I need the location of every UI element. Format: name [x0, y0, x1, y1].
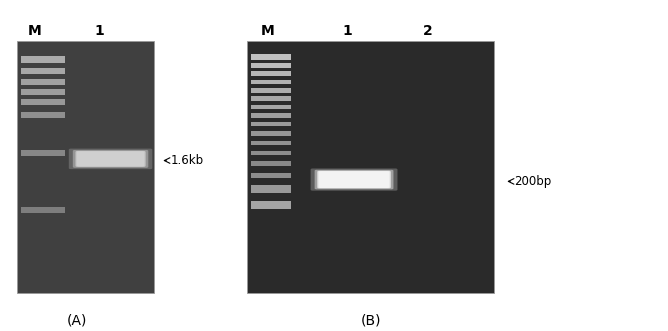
Bar [250, 185, 291, 193]
Bar [250, 96, 291, 101]
Bar [250, 71, 291, 76]
Bar [250, 131, 291, 136]
Bar [247, 41, 494, 293]
FancyBboxPatch shape [69, 149, 152, 169]
Bar [21, 207, 65, 213]
FancyBboxPatch shape [317, 171, 391, 188]
Bar [250, 173, 291, 178]
Text: 1.6kb: 1.6kb [170, 154, 204, 167]
Text: 1: 1 [94, 24, 104, 38]
Bar [21, 79, 65, 85]
Bar [21, 56, 65, 63]
Text: 200bp: 200bp [514, 175, 552, 188]
Text: 1: 1 [343, 24, 352, 38]
FancyBboxPatch shape [315, 170, 393, 189]
Text: M: M [28, 24, 41, 38]
Bar [250, 122, 291, 126]
FancyBboxPatch shape [319, 171, 389, 188]
Text: (A): (A) [67, 314, 87, 328]
Bar [17, 41, 154, 293]
Bar [250, 54, 291, 60]
Bar [250, 63, 291, 68]
Bar [21, 112, 65, 118]
FancyBboxPatch shape [73, 150, 148, 168]
Bar [250, 80, 291, 84]
Bar [21, 68, 65, 74]
Bar [250, 151, 291, 155]
Bar [250, 161, 291, 166]
Text: (B): (B) [361, 314, 381, 328]
Text: M: M [261, 24, 274, 38]
Bar [250, 113, 291, 118]
Bar [250, 201, 291, 209]
Text: 2: 2 [423, 24, 432, 38]
Bar [21, 99, 65, 105]
FancyBboxPatch shape [75, 151, 146, 167]
Bar [250, 105, 291, 109]
Bar [250, 88, 291, 93]
Bar [21, 89, 65, 95]
FancyBboxPatch shape [77, 151, 144, 166]
Bar [21, 150, 65, 156]
FancyBboxPatch shape [311, 168, 397, 191]
Bar [250, 141, 291, 145]
